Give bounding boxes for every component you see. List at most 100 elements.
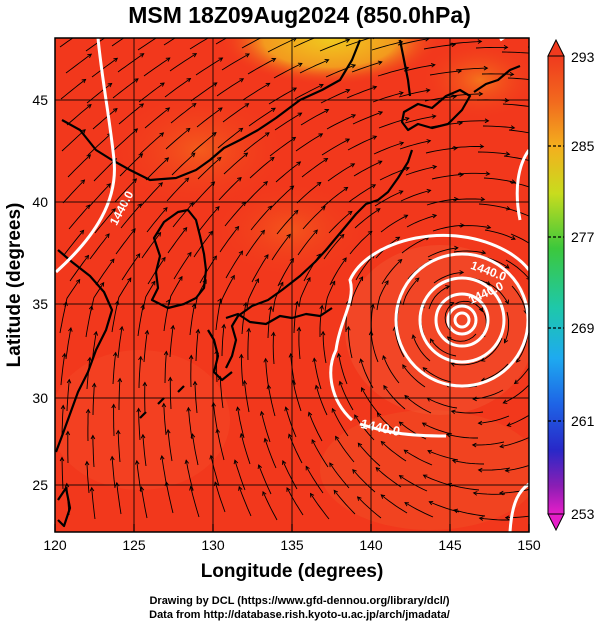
streamline-arrowhead xyxy=(238,485,243,491)
credit-data: Data from http://database.rish.kyoto-u.a… xyxy=(149,609,450,621)
streamline-arrowhead xyxy=(380,494,386,499)
streamline xyxy=(142,434,147,467)
streamline-arrowhead xyxy=(318,83,324,89)
streamline xyxy=(194,381,198,414)
streamline xyxy=(457,172,490,175)
streamline-arrowhead xyxy=(357,442,363,448)
streamline xyxy=(315,385,328,416)
streamline-arrowhead xyxy=(87,356,92,362)
streamline-arrowhead xyxy=(82,29,86,33)
streamline xyxy=(117,430,121,463)
streamline-arrowhead xyxy=(186,406,191,412)
streamline xyxy=(375,467,402,488)
streamline-arrowhead xyxy=(510,125,516,130)
streamline xyxy=(119,153,143,177)
streamline-arrowhead xyxy=(324,58,330,64)
streamline xyxy=(478,203,511,210)
streamline-arrowhead xyxy=(504,264,510,269)
streamline xyxy=(214,481,226,513)
streamline xyxy=(373,142,404,155)
streamline-arrowhead xyxy=(404,116,410,122)
streamline xyxy=(432,224,464,232)
streamline xyxy=(326,114,356,130)
streamline xyxy=(305,466,324,494)
streamline xyxy=(321,138,350,156)
streamline xyxy=(446,433,478,439)
streamline xyxy=(89,233,110,260)
streamline-arrowhead xyxy=(264,254,269,259)
streamline xyxy=(190,82,218,102)
streamline-arrowhead xyxy=(399,141,405,146)
streamline xyxy=(221,53,250,71)
streamline-arrowhead xyxy=(271,331,276,337)
streamline-arrowhead xyxy=(498,490,504,496)
streamline-arrowhead xyxy=(505,151,511,157)
streamline xyxy=(508,129,529,134)
streamline xyxy=(92,435,95,468)
streamline xyxy=(401,236,430,254)
streamline-arrowhead xyxy=(531,159,535,163)
streamline xyxy=(473,492,506,495)
streamline-arrowhead xyxy=(286,487,291,492)
streamline-arrowhead xyxy=(513,379,519,385)
streamline-arrowhead xyxy=(504,338,509,344)
streamline-arrowhead xyxy=(484,118,490,124)
streamline-arrowhead xyxy=(323,157,329,163)
streamline-arrowhead xyxy=(87,53,93,59)
streamline xyxy=(475,46,508,49)
streamline xyxy=(328,211,353,234)
x-tick-label: 125 xyxy=(122,537,146,553)
streamline xyxy=(116,482,122,515)
streamline xyxy=(65,327,72,360)
streamline xyxy=(511,285,527,314)
streamline xyxy=(166,177,189,202)
wind-streamlines xyxy=(59,29,538,521)
streamline-arrowhead xyxy=(279,281,284,287)
streamline xyxy=(269,137,296,157)
streamline-arrowhead xyxy=(351,114,357,119)
streamline-arrowhead xyxy=(426,188,432,194)
streamline xyxy=(146,207,168,233)
streamline-arrowhead xyxy=(263,437,269,443)
streamline xyxy=(329,257,347,286)
streamline-arrowhead xyxy=(432,213,438,219)
streamline-arrowhead xyxy=(212,82,218,87)
map-title: MSM 18Z09Aug2024 (850.0hPa) xyxy=(128,2,471,28)
streamline-arrowhead xyxy=(139,53,145,58)
x-tick-label: 145 xyxy=(438,537,462,553)
streamline-arrowhead xyxy=(534,246,538,250)
streamline-arrowhead xyxy=(297,62,303,67)
streamline xyxy=(215,38,228,45)
streamline-arrowhead xyxy=(534,334,538,338)
streamline-arrowhead xyxy=(246,327,251,333)
streamline-arrowhead xyxy=(306,276,311,282)
streamline xyxy=(451,359,483,366)
streamline-arrowhead xyxy=(237,176,242,182)
streamline-arrowhead xyxy=(182,226,188,232)
streamline-arrowhead xyxy=(163,207,168,212)
streamline-arrowhead xyxy=(354,414,359,420)
streamline-arrowhead xyxy=(486,281,491,286)
streamline xyxy=(271,234,291,261)
streamline-arrowhead xyxy=(218,107,223,112)
streamline xyxy=(240,433,251,465)
streamline-arrowhead xyxy=(426,139,432,144)
streamline-arrowhead xyxy=(213,33,217,36)
streamline xyxy=(138,356,142,389)
streamline-arrowhead xyxy=(190,152,196,158)
streamline xyxy=(338,353,348,385)
streamline-arrowhead xyxy=(189,202,194,207)
streamline-arrowhead xyxy=(296,326,302,332)
streamline-arrowhead xyxy=(80,179,86,185)
streamline xyxy=(224,201,246,227)
streamline xyxy=(275,161,301,183)
streamline xyxy=(277,258,294,287)
streamline xyxy=(507,77,529,80)
streamline-arrowhead xyxy=(345,88,351,94)
streamline xyxy=(398,89,430,98)
streamline-arrowhead xyxy=(503,45,509,50)
streamline xyxy=(313,358,322,390)
streamline-arrowhead xyxy=(347,210,353,216)
streamline-arrowhead xyxy=(427,449,433,455)
streamline-arrowhead xyxy=(356,496,362,501)
